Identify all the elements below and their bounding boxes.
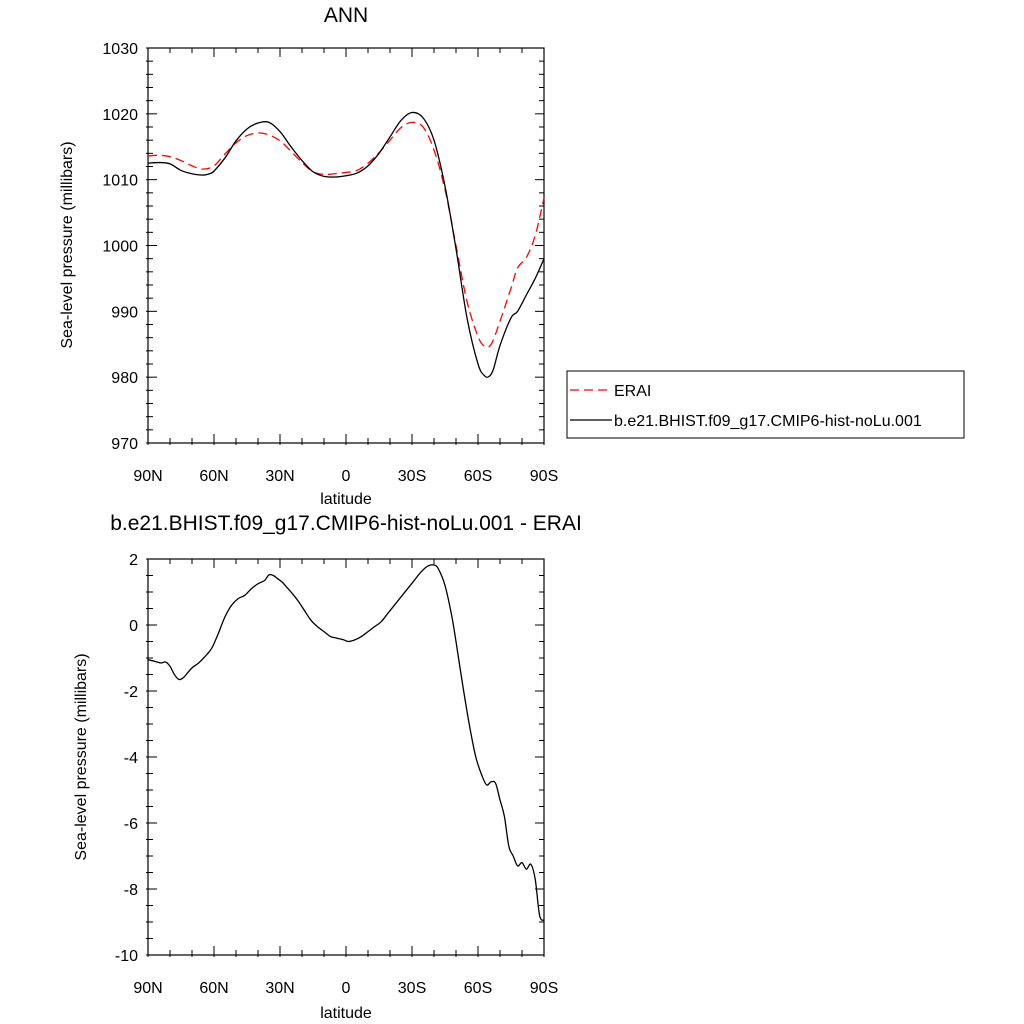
bottom-x-tick-label: 90S xyxy=(530,980,558,997)
bottom-series-line-diff xyxy=(147,564,545,921)
bottom-y-tick-label: -6 xyxy=(124,816,138,833)
top-panel: ANN 90N 60N 30N 0 30S 60S 90S 1030 1020 … xyxy=(59,4,558,508)
top-x-tick-label: 30S xyxy=(398,468,426,485)
top-ticks xyxy=(146,47,545,445)
top-series-line-model xyxy=(147,111,545,379)
bottom-x-tick-label: 60S xyxy=(464,980,492,997)
top-y-tick-label: 980 xyxy=(111,370,138,387)
bottom-title: b.e21.BHIST.f09_g17.CMIP6-hist-noLu.001 … xyxy=(110,512,582,535)
bottom-plot-frame xyxy=(147,558,545,956)
top-x-tick-label: 90N xyxy=(133,468,162,485)
bottom-x-tick-labels: 90N 60N 30N 0 30S 60S 90S xyxy=(133,980,558,997)
top-y-tick-labels: 1030 1020 1010 1000 990 980 970 xyxy=(102,41,138,453)
bottom-y-tick-label: -2 xyxy=(124,684,138,701)
bottom-x-axis-label: latitude xyxy=(320,1005,372,1022)
top-title: ANN xyxy=(324,4,368,27)
legend-label-model: b.e21.BHIST.f09_g17.CMIP6-hist-noLu.001 xyxy=(614,413,922,430)
bottom-y-tick-label: 0 xyxy=(129,618,138,635)
top-x-axis-label: latitude xyxy=(320,491,372,508)
top-series-line-erai xyxy=(147,121,545,348)
top-y-tick-label: 970 xyxy=(111,436,138,453)
top-x-tick-label: 0 xyxy=(342,468,351,485)
bottom-x-tick-label: 30S xyxy=(398,980,426,997)
top-x-tick-label: 90S xyxy=(530,468,558,485)
legend: ERAI b.e21.BHIST.f09_g17.CMIP6-hist-noLu… xyxy=(566,370,965,439)
bottom-x-tick-label: 0 xyxy=(342,980,351,997)
bottom-x-tick-label: 60N xyxy=(199,980,228,997)
bottom-panel: b.e21.BHIST.f09_g17.CMIP6-hist-noLu.001 … xyxy=(73,512,582,1022)
top-x-tick-label: 60S xyxy=(464,468,492,485)
bottom-y-tick-label: -10 xyxy=(115,948,138,965)
bottom-y-axis-label: Sea-level pressure (millibars) xyxy=(73,653,90,860)
bottom-x-tick-label: 30N xyxy=(265,980,294,997)
bottom-y-tick-label: -8 xyxy=(124,882,138,899)
top-x-tick-labels: 90N 60N 30N 0 30S 60S 90S xyxy=(133,468,558,485)
top-plot-frame xyxy=(147,47,545,444)
top-x-tick-label: 30N xyxy=(265,468,294,485)
top-y-tick-label: 1010 xyxy=(102,173,138,190)
bottom-x-tick-label: 90N xyxy=(133,980,162,997)
top-y-tick-label: 1030 xyxy=(102,41,138,58)
top-y-tick-label: 1020 xyxy=(102,107,138,124)
top-x-tick-label: 60N xyxy=(199,468,228,485)
bottom-y-tick-label: -4 xyxy=(124,750,138,767)
bottom-y-tick-label: 2 xyxy=(129,552,138,569)
top-y-axis-label: Sea-level pressure (millibars) xyxy=(59,141,76,348)
top-y-tick-label: 990 xyxy=(111,304,138,321)
legend-box xyxy=(566,370,965,439)
bottom-ticks xyxy=(146,558,545,957)
legend-label-erai: ERAI xyxy=(614,383,651,400)
bottom-y-tick-labels: 2 0 -2 -4 -6 -8 -10 xyxy=(115,552,138,965)
top-y-tick-label: 1000 xyxy=(102,239,138,256)
